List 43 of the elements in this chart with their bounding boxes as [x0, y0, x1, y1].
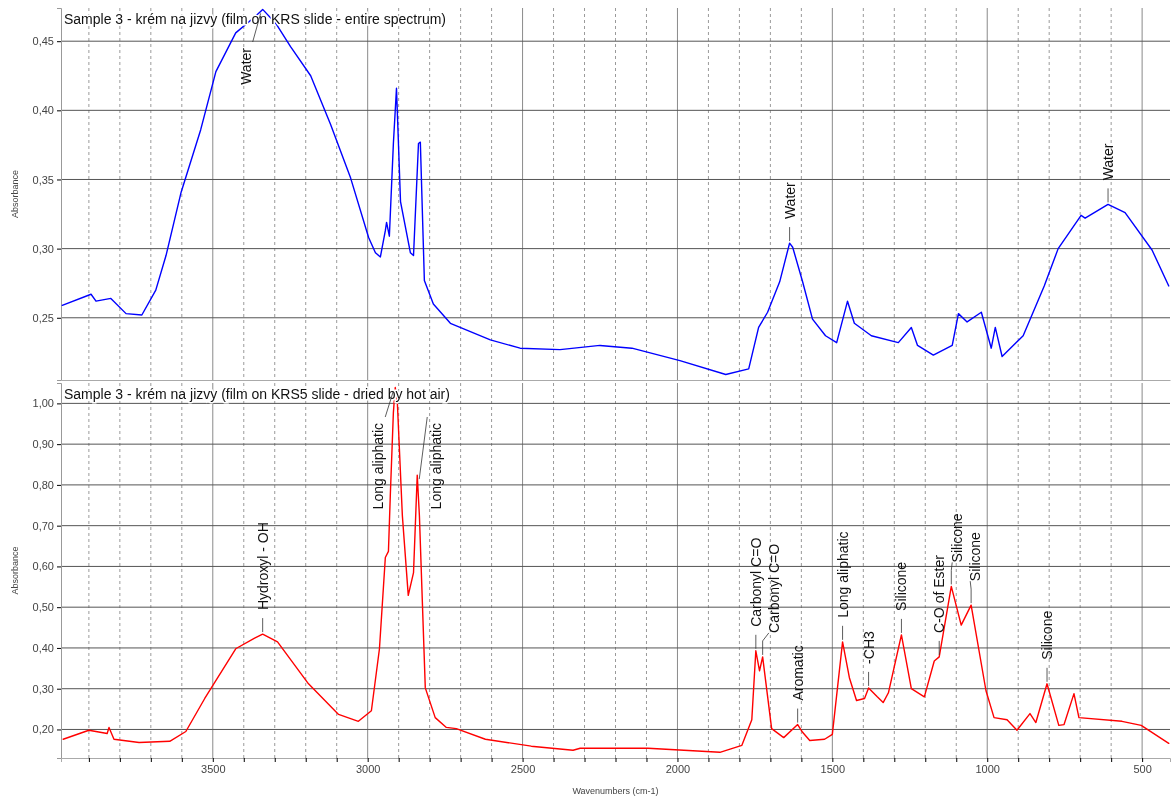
y-tick-label: 0,70	[32, 519, 54, 532]
y-tick-label: 0,50	[32, 601, 54, 614]
y-tick-label: 0,40	[32, 641, 54, 654]
x-tick-label: 3000	[355, 762, 381, 775]
x-tick-label: 2500	[510, 762, 536, 775]
y-axis-title: Absorbance	[10, 546, 20, 595]
x-tick-label: 1500	[820, 762, 846, 775]
x-tick-label: 2000	[665, 762, 691, 775]
annotation: Water	[1100, 143, 1117, 181]
annotation: Water	[781, 181, 798, 220]
y-tick-label: 0,80	[32, 478, 54, 491]
line-series	[62, 386, 1170, 753]
annotation: Aromatic	[789, 645, 806, 701]
y-tick-label: 0,30	[32, 242, 54, 255]
annotation: Silicone	[893, 561, 910, 611]
y-tick-label: 0,60	[32, 560, 54, 573]
y-tick-label: 0,40	[32, 104, 54, 117]
annotation: Hydroxyl - OH	[254, 522, 271, 611]
annotation: Silicone	[967, 531, 984, 582]
annotation: C-O of Ester	[931, 554, 948, 633]
x-tick-label: 500	[1133, 762, 1152, 775]
annotation: Carbonyl C=O	[765, 543, 782, 633]
line-series	[61, 8, 1170, 376]
x-tick-label: 1000	[975, 762, 1000, 775]
y-tick-label: 0,90	[32, 438, 54, 451]
x-axis-title: Wavenumbers (cm-1)	[572, 786, 659, 796]
annotation: Long aliphatic	[370, 423, 387, 510]
annotation: Water	[237, 47, 254, 85]
y-axis-title: Absorbance	[10, 169, 20, 219]
x-tick-label: 3500	[201, 762, 226, 775]
y-tick-label: 0,35	[32, 173, 54, 186]
y-tick-label: 0,20	[32, 723, 54, 736]
y-tick-label: 0,30	[32, 682, 54, 695]
annotation: -CH3	[860, 631, 877, 664]
y-tick-label: 0,25	[32, 311, 54, 324]
annotation: Silicone	[949, 513, 966, 563]
chart-title: Sample 3 - krém na jizvy (film on KRS slide - entire spectrum)	[64, 11, 446, 27]
y-tick-label: 0,45	[32, 35, 54, 48]
annotation: Long aliphatic	[428, 423, 445, 510]
annotation: Carbonyl C=O	[747, 537, 764, 627]
annotation: Silicone	[1039, 610, 1056, 660]
annotation: Long aliphatic	[834, 531, 851, 618]
y-tick-label: 1,00	[32, 397, 54, 410]
